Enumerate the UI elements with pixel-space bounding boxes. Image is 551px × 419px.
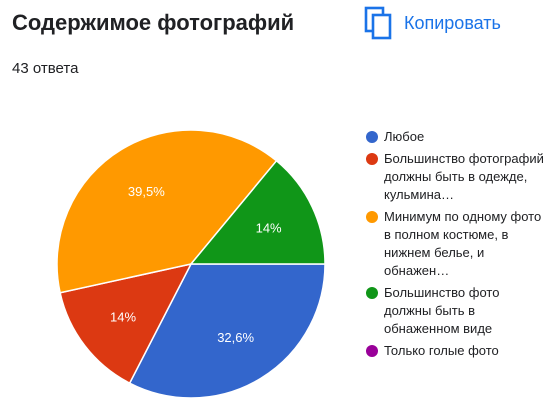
legend-item-4: Только голые фото	[366, 342, 548, 360]
legend-label: Любое	[384, 129, 425, 144]
legend-item-0: Любое	[366, 128, 548, 146]
chart-title: Содержимое фотографий	[12, 10, 295, 35]
legend-item-3: Большинство фото должны быть в обнаженно…	[366, 284, 548, 338]
copy-icon	[364, 6, 392, 40]
pie-slice-label-1: 14%	[110, 309, 136, 324]
pie-slice-label-0: 32,6%	[217, 330, 254, 345]
legend-item-1: Большинство фотографий должны быть в оде…	[366, 150, 548, 204]
legend-label: Большинство фотографий должны быть в оде…	[384, 151, 544, 202]
pie-slice-2	[56, 129, 278, 294]
response-count: 43 ответа	[12, 60, 79, 77]
legend-color-swatch	[366, 131, 378, 143]
legend-label: Большинство фото должны быть в обнаженно…	[384, 285, 500, 336]
legend-label: Минимум по одному фото в полном костюме,…	[384, 209, 542, 278]
legend-color-swatch	[366, 287, 378, 299]
pie-slice-0	[128, 263, 326, 399]
pie-slice-label-3: 14%	[256, 221, 282, 236]
copy-button[interactable]: Копировать	[364, 4, 544, 42]
pie-slice-label-2: 39,5%	[128, 184, 165, 199]
legend-color-swatch	[366, 345, 378, 357]
chart-legend: Любое Большинство фотографий должны быть …	[366, 128, 548, 364]
pie-slice-3	[189, 159, 326, 265]
legend-item-2: Минимум по одному фото в полном костюме,…	[366, 208, 548, 280]
legend-color-swatch	[366, 211, 378, 223]
legend-label: Только голые фото	[384, 343, 499, 358]
legend-color-swatch	[366, 153, 378, 165]
pie-slice-1	[59, 262, 193, 385]
copy-button-label: Копировать	[404, 12, 501, 33]
